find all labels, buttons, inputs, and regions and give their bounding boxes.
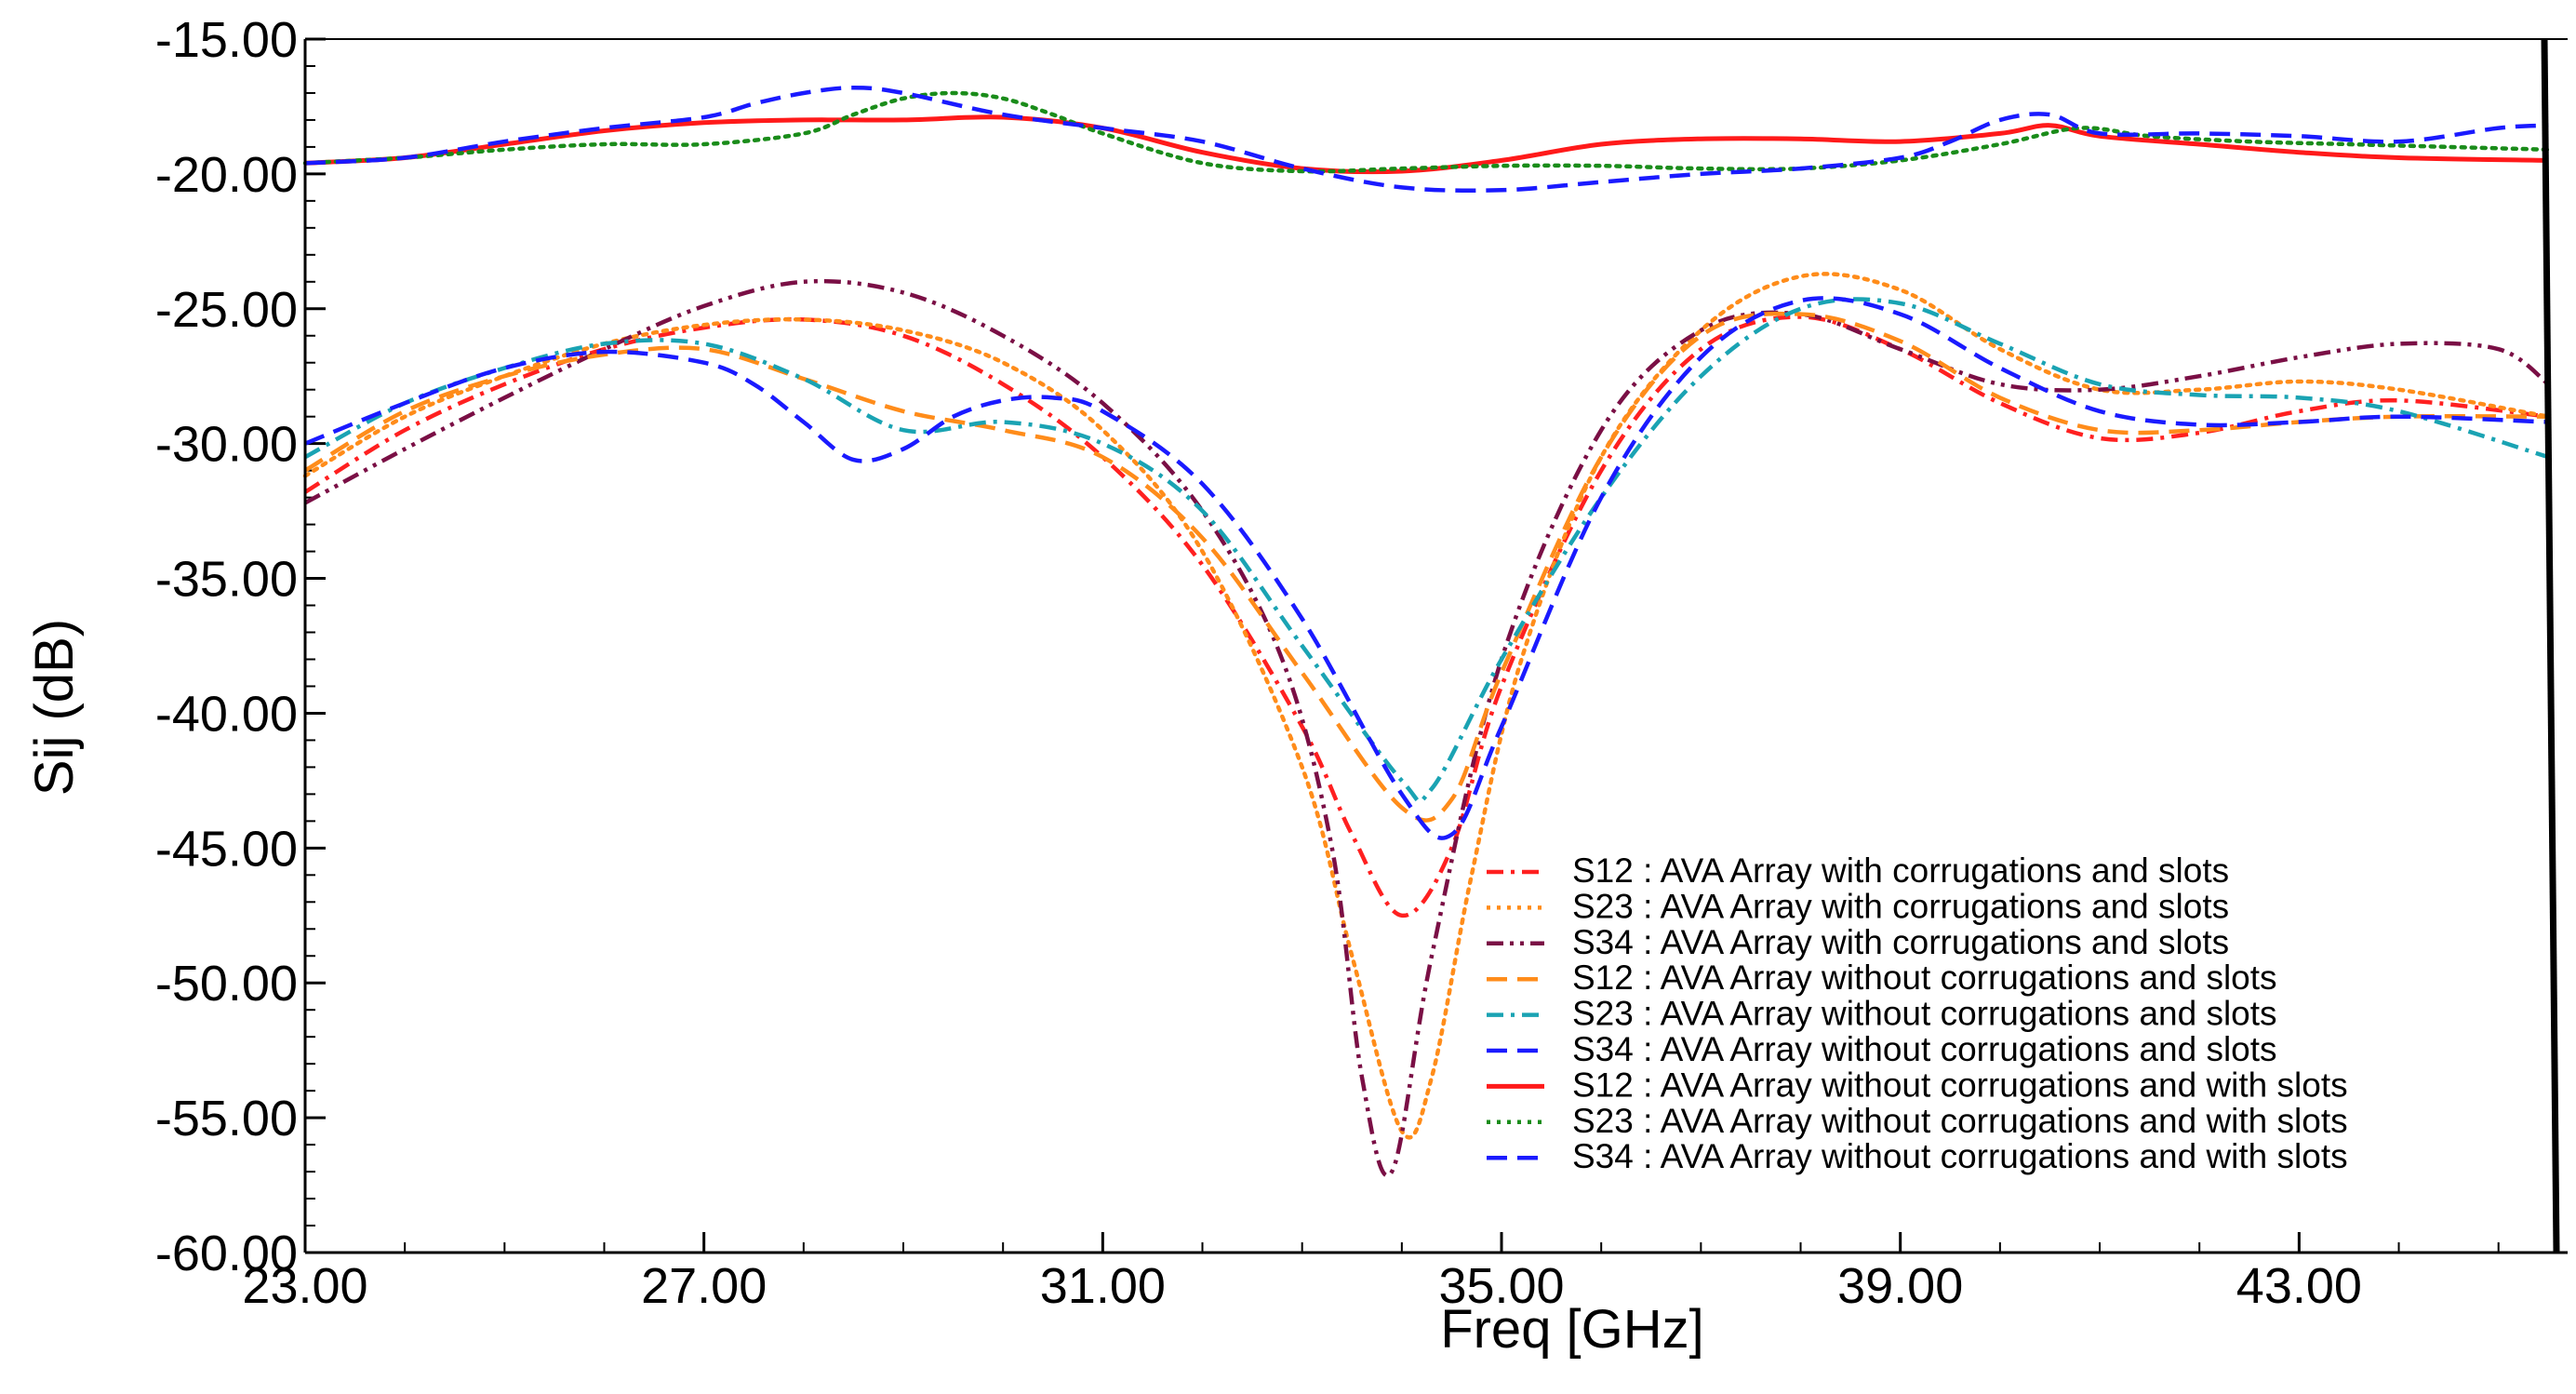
y-tick-label: -25.00	[155, 282, 298, 338]
y-tick-label: -55.00	[155, 1091, 298, 1146]
x-tick-label: 31.00	[1040, 1258, 1166, 1314]
right-frame-line	[2541, 38, 2560, 1253]
legend: S12 : AVA Array with corrugations and sl…	[1487, 851, 2348, 1175]
legend-label-7: S12 : AVA Array without corrugations and…	[1572, 1066, 2348, 1104]
y-tick-label: -15.00	[155, 12, 298, 68]
tick-labels-group: -15.00 -20.00 -25.00 -30.00 -35.00 -40.00 -45.…	[155, 12, 2362, 1314]
x-tick-label: 39.00	[1837, 1258, 1963, 1314]
y-axis-title: Sij (dB)	[24, 619, 85, 796]
series-line-1	[303, 315, 2549, 918]
y-tick-label: -30.00	[155, 417, 298, 473]
legend-label-2: S23 : AVA Array with corrugations and sl…	[1572, 887, 2229, 925]
x-tick-label: 27.00	[641, 1258, 767, 1314]
x-tick-label: 23.00	[242, 1258, 367, 1314]
x-axis-title: Freq [GHz]	[1440, 1299, 1704, 1360]
series-line-5	[303, 297, 2549, 804]
series-line-2	[302, 272, 2551, 1140]
series-line-6	[304, 296, 2549, 840]
series-line-9	[304, 85, 2549, 194]
y-tick-label: -40.00	[155, 686, 298, 742]
legend-label-4: S12 : AVA Array without corrugations and…	[1572, 958, 2277, 997]
series-group	[302, 85, 2551, 1178]
legend-label-6: S34 : AVA Array without corrugations and…	[1572, 1030, 2277, 1068]
y-tick-label: -50.00	[155, 956, 298, 1012]
axes-group	[303, 38, 2568, 1254]
x-tick-label: 35.00	[1438, 1258, 1564, 1314]
series-line-3	[303, 278, 2550, 1178]
y-tick-label: -20.00	[155, 147, 298, 203]
y-tick-label: -45.00	[155, 821, 298, 877]
legend-label-1: S12 : AVA Array with corrugations and sl…	[1572, 851, 2229, 890]
legend-label-8: S23 : AVA Array without corrugations and…	[1572, 1102, 2348, 1140]
legend-label-3: S34 : AVA Array with corrugations and sl…	[1572, 923, 2229, 961]
y-tick-label: -60.00	[155, 1226, 298, 1281]
legend-label-9: S34 : AVA Array without corrugations and…	[1572, 1137, 2348, 1175]
y-tick-label: -35.00	[155, 552, 298, 608]
legend-label-5: S23 : AVA Array without corrugations and…	[1572, 995, 2277, 1033]
x-tick-label: 43.00	[2236, 1258, 2362, 1314]
